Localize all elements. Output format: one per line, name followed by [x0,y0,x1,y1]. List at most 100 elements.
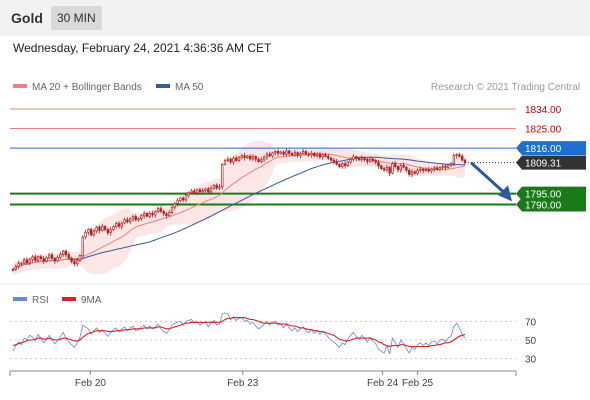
candle-body [268,153,271,157]
candle-body [198,189,202,193]
candle-body [332,159,336,162]
x-tick-label-Feb 24: Feb 24 [367,378,399,389]
candle-body [195,189,199,194]
rsi-line [12,312,466,355]
candle-body [352,156,355,160]
candle-body [299,153,302,156]
candle-body [433,167,436,170]
credit-label: Research © 2021 Trading Central [431,82,580,93]
price-panel: 1834.00 1825.00 1816.00 1809.31 1795.001790.… [10,105,586,276]
candle-body [237,156,241,161]
candle-body [59,254,62,258]
candle-body [89,229,93,236]
candle-body [176,200,179,204]
rsi-legend-swatch [13,297,27,301]
candle-body [120,222,123,227]
candle-body [346,161,349,167]
candle-body [106,229,110,234]
candle-body [374,160,377,163]
candle-body [405,166,408,171]
candle-body [112,226,115,231]
candle-body [424,169,428,171]
candle-body [232,157,235,163]
candle-body [324,154,327,157]
candle-body [304,151,308,155]
candle-body [62,250,65,255]
candle-body [20,262,23,265]
candle-body [441,165,444,168]
candle-body [187,192,190,196]
ma50-legend-swatch [156,84,170,88]
candle-body [296,152,299,156]
candle-body [87,229,90,233]
candle-body [201,190,204,193]
candle-body [271,152,274,157]
candle-body [458,154,461,157]
candle-body [435,167,439,170]
candle-body [257,158,260,162]
candle-body [168,212,171,216]
candle-body [427,169,430,172]
candle-body [145,213,149,217]
candle-body [117,223,121,227]
candle-body [28,258,31,264]
candle-body [327,155,330,159]
ma9-legend-swatch [62,297,76,301]
candle-body [39,256,43,259]
candle-body [101,226,104,231]
rsi-legend-label: RSI [32,295,49,306]
level-label-1790.00: 1790.00 [525,201,562,212]
candle-body [349,159,352,163]
candle-body [98,226,101,231]
interval-button[interactable]: 30 MIN [51,6,102,30]
candle-body [430,168,433,172]
candle-body [254,156,257,160]
candle-body [357,158,361,161]
candle-body [42,258,45,262]
level-label-1809.31: 1809.31 [525,159,562,170]
instrument-name: Gold [11,10,43,26]
candle-body [165,213,168,216]
x-tick-label-Feb 23: Feb 23 [227,378,259,389]
candle-body [184,194,188,201]
rsi-tick-label-50: 50 [525,336,537,347]
candle-body [335,161,338,165]
candle-body [338,163,341,167]
candle-body [318,153,322,158]
candle-body [416,169,419,174]
candle-body [243,155,246,158]
candle-body [251,156,255,160]
rsi-tick-label-70: 70 [525,317,537,328]
candle-body [73,261,76,265]
candle-body [307,153,310,156]
candle-body [447,164,450,168]
candle-body [408,169,411,175]
candle-body [81,236,84,256]
candle-body [260,159,263,162]
candle-body [355,156,358,159]
candle-body [343,163,347,167]
level-tag-1809.31 [516,155,586,170]
candle-body [315,153,319,157]
candle-body [301,151,305,154]
candle-body [438,167,442,170]
candle-body [310,152,313,156]
candle-body [137,218,140,221]
candle-body [288,150,291,154]
candle-body [109,229,112,234]
chart-timestamp: Wednesday, February 24, 2021 4:36:36 AM … [13,41,272,55]
candle-body [56,256,59,262]
candle-body [380,165,383,170]
candle-body [50,254,54,259]
candle-body [399,164,403,171]
candle-body [67,254,70,259]
candle-body [31,256,34,260]
candle-body [274,151,277,154]
candle-body [394,163,397,167]
rsi-ma-line [12,317,466,348]
rsi-tick-label-30: 30 [525,355,537,366]
candle-body [321,154,324,158]
candle-body [154,211,157,216]
candle-body [173,203,177,208]
level-tag-1795.00 [516,186,586,201]
